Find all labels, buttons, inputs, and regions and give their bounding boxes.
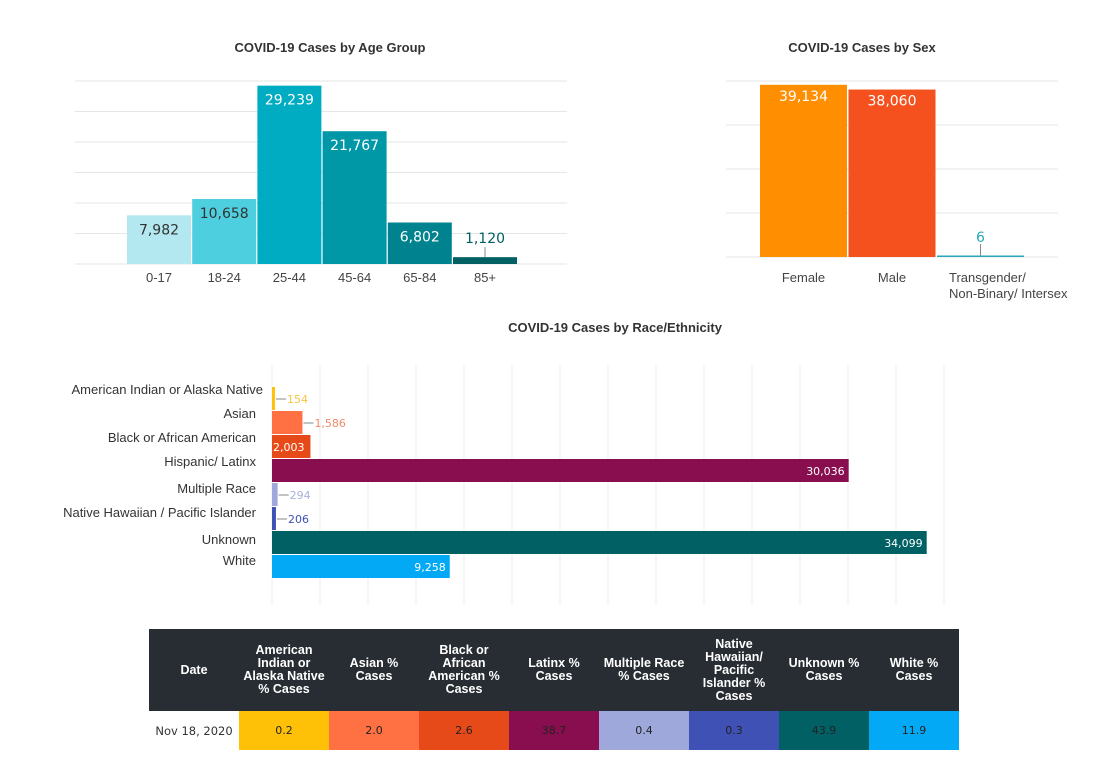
data-label: 30,036 xyxy=(806,465,845,478)
y-tick-label: Native Hawaiian / Pacific Islander xyxy=(63,505,257,520)
table-header-row: Date American Indian or Alaska Native % … xyxy=(149,629,959,711)
data-label: 2,003 xyxy=(273,441,305,454)
bar-45-64 xyxy=(322,131,387,264)
race-percent-table: Date American Indian or Alaska Native % … xyxy=(149,629,959,750)
x-tick-label: 18-24 xyxy=(208,270,241,285)
data-label: 21,767 xyxy=(330,138,379,154)
y-tick-label: White xyxy=(223,553,256,568)
x-tick-label: Male xyxy=(878,270,906,285)
bar-Multiple Race xyxy=(272,483,278,506)
y-tick-label: Black or African American xyxy=(108,430,256,445)
bar-White xyxy=(272,555,450,578)
cell-date: Nov 18, 2020 xyxy=(149,711,239,750)
bar-0-17 xyxy=(127,215,191,264)
y-tick-label: American Indian or Alaska Native xyxy=(72,382,263,397)
data-label: 29,239 xyxy=(265,93,314,109)
data-label: 1,120 xyxy=(465,231,505,247)
data-label: 206 xyxy=(288,513,309,526)
data-label: 7,982 xyxy=(139,222,179,238)
x-tick-label: 0-17 xyxy=(146,270,172,285)
bar-American Indian or Alaska Native xyxy=(272,387,275,410)
race-chart-title: COVID-19 Cases by Race/Ethnicity xyxy=(508,320,722,335)
cell-white: 11.9 xyxy=(869,711,959,750)
sex-chart-title: COVID-19 Cases by Sex xyxy=(788,40,936,55)
bar-65-84 xyxy=(387,222,452,264)
data-label: 9,258 xyxy=(414,561,446,574)
bar-Asian xyxy=(272,411,303,434)
bar-Female xyxy=(760,84,847,258)
bar-Male xyxy=(848,89,936,257)
y-tick-label: Multiple Race xyxy=(177,481,256,496)
data-label: 154 xyxy=(287,393,308,406)
cell-latinx: 38.7 xyxy=(509,711,599,750)
cell-ai-an: 0.2 xyxy=(239,711,329,750)
bar-Native Hawaiian / Pacific Islander xyxy=(272,507,276,530)
cell-multiple: 0.4 xyxy=(599,711,689,750)
cell-nhpi: 0.3 xyxy=(689,711,779,750)
x-tick-label: 85+ xyxy=(474,270,496,285)
bar-Black or African American xyxy=(272,435,311,458)
bar-Hispanic/ Latinx xyxy=(272,459,849,482)
data-label: 10,658 xyxy=(200,206,249,222)
data-label: 294 xyxy=(290,489,311,502)
data-label: 6,802 xyxy=(400,230,440,246)
bar-25-44 xyxy=(257,85,322,265)
header-date: Date xyxy=(149,629,239,711)
header-nhpi: Native Hawaiian/ Pacific Islander % Case… xyxy=(689,629,779,711)
x-tick-label: 25-44 xyxy=(273,270,306,285)
header-black: Black or African American % Cases xyxy=(419,629,509,711)
y-tick-label: Hispanic/ Latinx xyxy=(164,454,256,469)
header-ai-an: American Indian or Alaska Native % Cases xyxy=(239,629,329,711)
data-label: 39,134 xyxy=(779,89,828,105)
data-label: 6 xyxy=(976,230,985,246)
data-label: 34,099 xyxy=(884,537,923,550)
x-tick-label: Female xyxy=(782,270,825,285)
x-tick-label: 45-64 xyxy=(338,270,371,285)
x-tick-label: Transgender/ xyxy=(949,270,1026,285)
data-label: 38,060 xyxy=(868,94,917,110)
age-chart-title: COVID-19 Cases by Age Group xyxy=(234,40,426,55)
bar-85+ xyxy=(453,257,517,264)
header-asian: Asian % Cases xyxy=(329,629,419,711)
cell-black: 2.6 xyxy=(419,711,509,750)
cell-unknown: 43.9 xyxy=(779,711,869,750)
header-unknown: Unknown % Cases xyxy=(779,629,869,711)
table-row: Nov 18, 2020 0.2 2.0 2.6 38.7 0.4 0.3 43… xyxy=(149,711,959,750)
x-tick-label: Non-Binary/ Intersex xyxy=(949,286,1068,301)
header-white: White % Cases xyxy=(869,629,959,711)
y-tick-label: Unknown xyxy=(202,532,256,547)
header-latinx: Latinx % Cases xyxy=(509,629,599,711)
bar-Unknown xyxy=(272,531,927,554)
x-tick-label: 65-84 xyxy=(403,270,436,285)
header-multiple: Multiple Race % Cases xyxy=(599,629,689,711)
data-label: 1,586 xyxy=(314,417,346,430)
cell-asian: 2.0 xyxy=(329,711,419,750)
y-tick-label: Asian xyxy=(223,406,256,421)
bar-18-24 xyxy=(192,198,257,264)
